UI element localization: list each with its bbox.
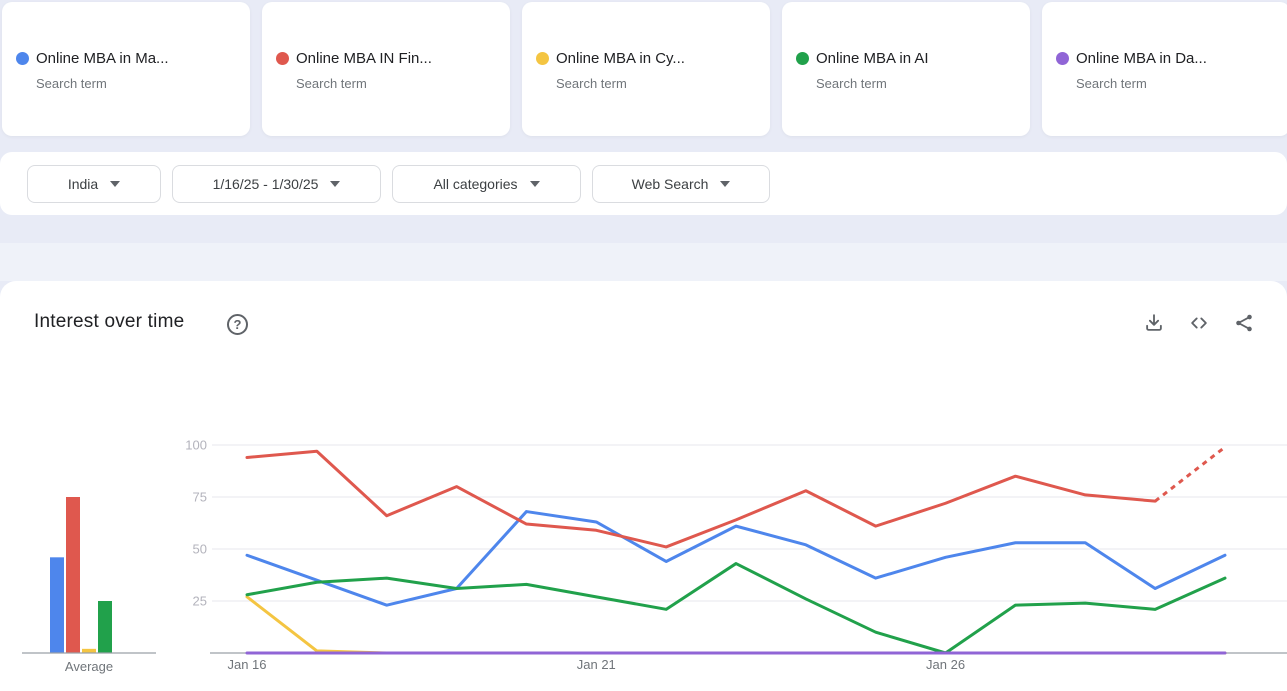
term-type-label: Search term <box>36 76 107 91</box>
time-range-label: 1/16/25 - 1/30/25 <box>212 176 319 192</box>
section-title: Interest over time <box>34 311 185 332</box>
download-tray <box>1146 324 1162 331</box>
svg-text:100: 100 <box>185 438 207 453</box>
search-term-card-3[interactable]: Online MBA in Cy... Search term <box>522 2 770 136</box>
download-button[interactable] <box>1143 312 1165 334</box>
svg-text:Jan 16: Jan 16 <box>227 657 266 672</box>
help-icon[interactable]: ? <box>227 314 248 335</box>
category-label: All categories <box>433 176 518 192</box>
svg-text:50: 50 <box>193 542 207 557</box>
search-term-card-5[interactable]: Online MBA in Da... Search term <box>1042 2 1287 136</box>
term-title: Online MBA in AI <box>816 50 929 67</box>
term-type-label: Search term <box>1076 76 1147 91</box>
svg-text:Jan 26: Jan 26 <box>926 657 965 672</box>
interest-over-time-line-chart: 100 75 50 25 Jan 16 Jan 21 Jan 26 <box>185 438 1287 672</box>
term-title: Online MBA in Cy... <box>556 50 685 67</box>
search-term-card-2[interactable]: Online MBA IN Fin... Search term <box>262 2 510 136</box>
time-range-filter-dropdown[interactable]: 1/16/25 - 1/30/25 <box>172 165 381 203</box>
term-color-dot <box>16 52 29 65</box>
term-title: Online MBA in Ma... <box>36 50 169 67</box>
search-type-label: Web Search <box>631 176 709 192</box>
average-bar-chart: Average <box>22 497 156 674</box>
search-term-card-4[interactable]: Online MBA in AI Search term <box>782 2 1030 136</box>
svg-text:25: 25 <box>193 594 207 609</box>
embed-button[interactable] <box>1188 312 1210 334</box>
svg-text:75: 75 <box>193 490 207 505</box>
share-button[interactable] <box>1233 312 1255 334</box>
interest-over-time-card: Interest over time ? Average 100 75 50 25 Ja… <box>0 281 1287 691</box>
search-term-card-1[interactable]: Online MBA in Ma... Search term <box>2 2 250 136</box>
section-divider-band <box>0 243 1287 281</box>
term-color-dot <box>276 52 289 65</box>
search-term-cards-row: Online MBA in Ma... Search term Online M… <box>2 2 1287 136</box>
geo-filter-dropdown[interactable]: India <box>27 165 161 203</box>
term-type-label: Search term <box>296 76 367 91</box>
term-color-dot <box>1056 52 1069 65</box>
term-title: Online MBA in Da... <box>1076 50 1207 67</box>
filter-bar: India 1/16/25 - 1/30/25 All categories W… <box>0 152 1287 215</box>
chevron-down-icon <box>330 181 341 187</box>
term-title: Online MBA IN Fin... <box>296 50 432 67</box>
term-type-label: Search term <box>556 76 627 91</box>
download-icon <box>1148 314 1160 326</box>
term-color-dot <box>796 52 809 65</box>
term-type-label: Search term <box>816 76 887 91</box>
search-type-filter-dropdown[interactable]: Web Search <box>592 165 770 203</box>
chevron-down-icon <box>720 181 731 187</box>
svg-text:Average: Average <box>65 659 113 674</box>
chevron-down-icon <box>529 181 540 187</box>
term-color-dot <box>536 52 549 65</box>
chevron-down-icon <box>110 181 121 187</box>
code-embed-icon <box>1191 317 1207 329</box>
share-icon <box>1236 314 1252 332</box>
geo-filter-label: India <box>67 176 99 192</box>
category-filter-dropdown[interactable]: All categories <box>392 165 581 203</box>
svg-text:Jan 21: Jan 21 <box>577 657 616 672</box>
